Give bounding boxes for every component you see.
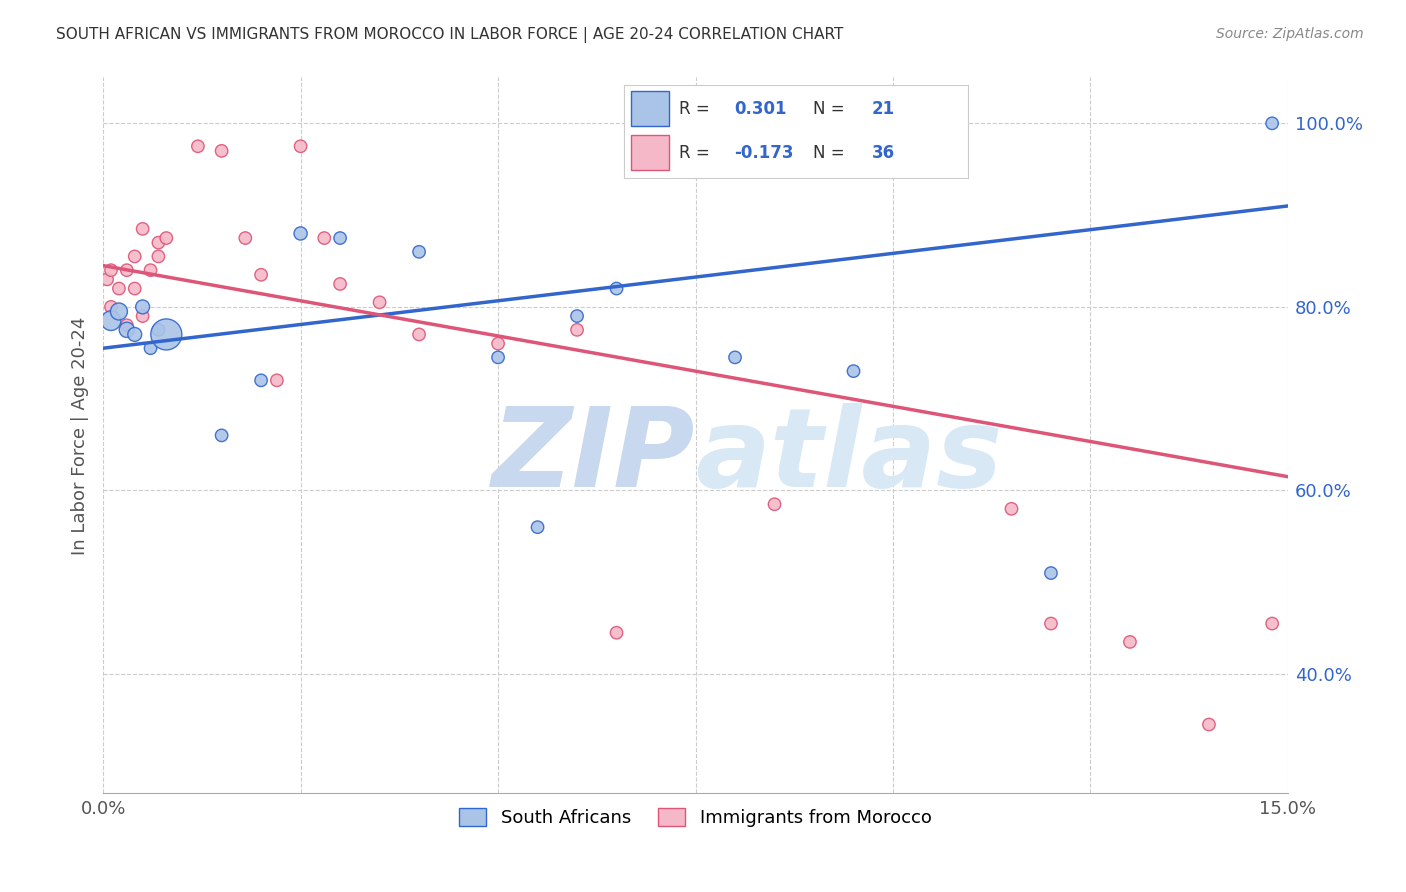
Point	[266, 373, 288, 387]
Point	[329, 231, 352, 245]
Point	[115, 323, 138, 337]
Point	[724, 351, 747, 365]
Point	[368, 295, 391, 310]
Point	[131, 222, 153, 236]
Point	[1198, 717, 1220, 731]
Point	[290, 139, 312, 153]
Point	[115, 263, 138, 277]
Point	[115, 318, 138, 333]
Point	[486, 351, 509, 365]
Point	[1000, 501, 1022, 516]
Point	[187, 139, 209, 153]
Text: ZIP: ZIP	[492, 403, 696, 510]
Point	[211, 428, 233, 442]
Point	[124, 327, 146, 342]
Point	[408, 244, 430, 259]
Text: Source: ZipAtlas.com: Source: ZipAtlas.com	[1216, 27, 1364, 41]
Y-axis label: In Labor Force | Age 20-24: In Labor Force | Age 20-24	[72, 316, 89, 555]
Text: atlas: atlas	[696, 403, 1002, 510]
Point	[96, 272, 118, 286]
Point	[408, 327, 430, 342]
Point	[100, 263, 122, 277]
Point	[486, 336, 509, 351]
Point	[124, 249, 146, 263]
Point	[1039, 616, 1062, 631]
Point	[606, 281, 628, 295]
Point	[139, 341, 162, 355]
Point	[763, 497, 786, 511]
Point	[250, 373, 273, 387]
Point	[148, 323, 170, 337]
Point	[1261, 616, 1284, 631]
Point	[1039, 566, 1062, 580]
Point	[131, 300, 153, 314]
Point	[1261, 116, 1284, 130]
Point	[803, 139, 825, 153]
Point	[155, 231, 177, 245]
Point	[108, 281, 131, 295]
Point	[606, 625, 628, 640]
Point	[148, 235, 170, 250]
Point	[565, 323, 588, 337]
Point	[233, 231, 256, 245]
Point	[108, 304, 131, 318]
Point	[148, 249, 170, 263]
Point	[155, 327, 177, 342]
Point	[1119, 635, 1142, 649]
Point	[100, 313, 122, 327]
Point	[139, 263, 162, 277]
Legend: South Africans, Immigrants from Morocco: South Africans, Immigrants from Morocco	[453, 801, 939, 834]
Point	[100, 300, 122, 314]
Point	[329, 277, 352, 291]
Point	[314, 231, 336, 245]
Point	[290, 227, 312, 241]
Point	[211, 144, 233, 158]
Point	[250, 268, 273, 282]
Point	[565, 309, 588, 323]
Point	[131, 309, 153, 323]
Point	[124, 281, 146, 295]
Text: SOUTH AFRICAN VS IMMIGRANTS FROM MOROCCO IN LABOR FORCE | AGE 20-24 CORRELATION : SOUTH AFRICAN VS IMMIGRANTS FROM MOROCCO…	[56, 27, 844, 43]
Point	[842, 364, 865, 378]
Point	[526, 520, 548, 534]
